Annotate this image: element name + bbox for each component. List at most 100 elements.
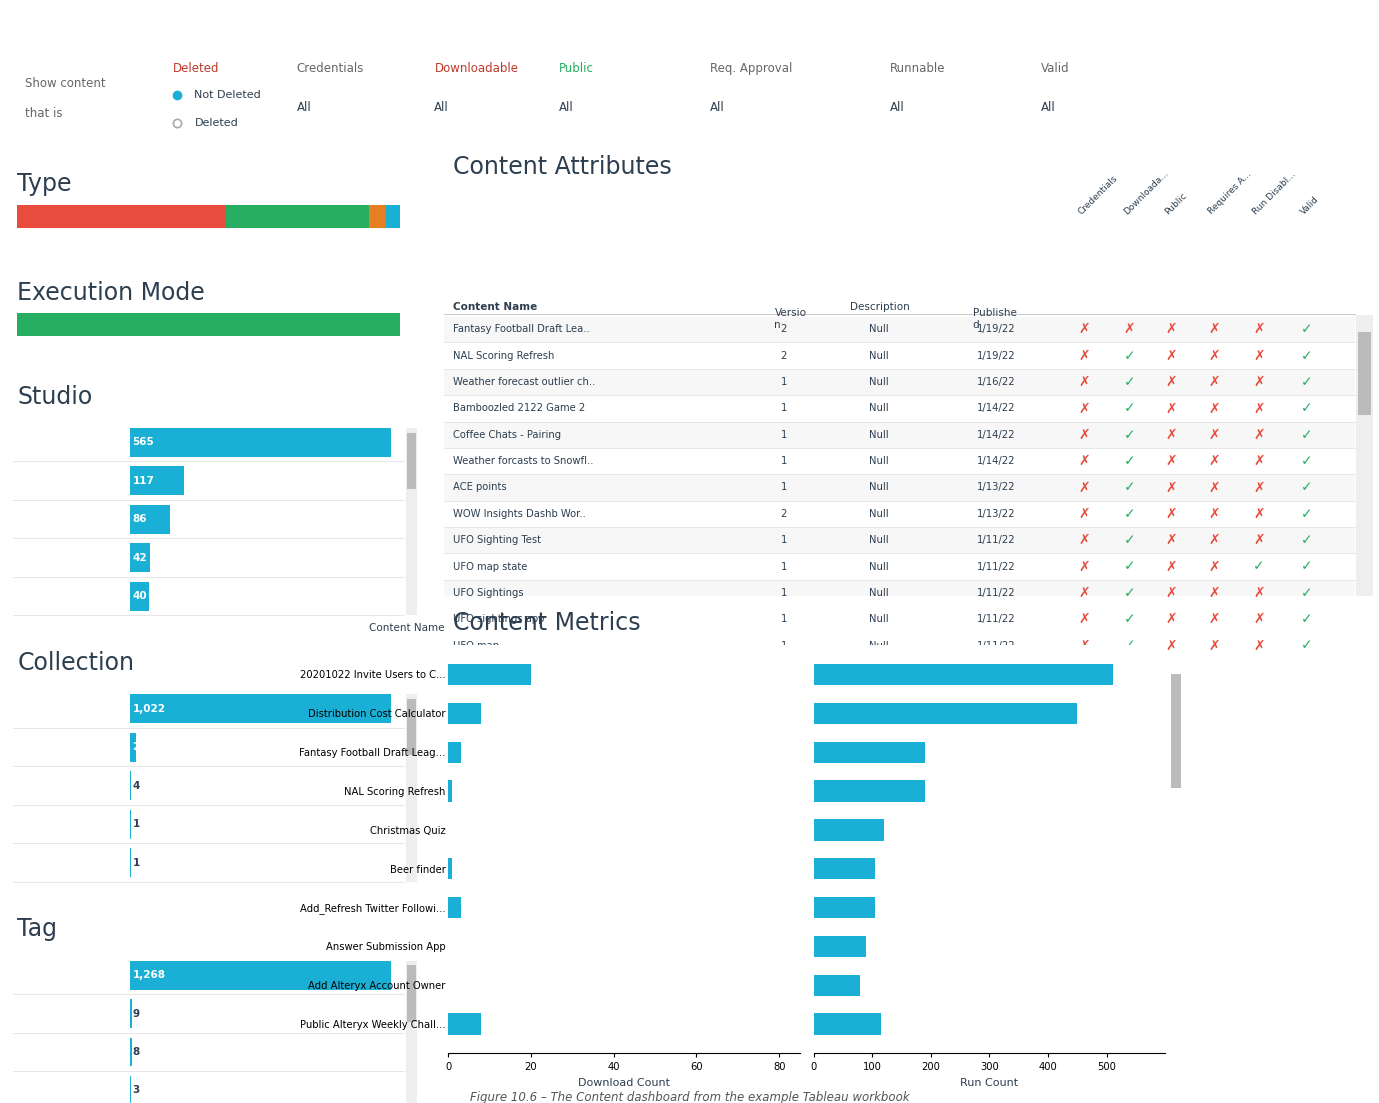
Text: Credentials: Credentials	[1077, 173, 1120, 216]
Text: ✓: ✓	[1300, 533, 1311, 547]
Bar	[407, 965, 416, 1021]
Text: 1/13/22: 1/13/22	[978, 482, 1016, 492]
Text: 24: 24	[132, 742, 148, 752]
Text: 1: 1	[781, 588, 787, 598]
Text: Bamboozled 2122 Game 2: Bamboozled 2122 Game 2	[454, 404, 586, 414]
Bar	[130, 428, 390, 457]
Text: Tag: Tag	[18, 918, 58, 941]
Bar	[814, 703, 1077, 724]
Text: 1: 1	[132, 820, 139, 829]
Text: ✗: ✗	[1209, 454, 1220, 468]
Bar	[444, 633, 1356, 658]
Bar	[444, 422, 1356, 448]
Text: Null: Null	[869, 404, 888, 414]
Text: ✓: ✓	[1300, 322, 1311, 336]
Text: 42: 42	[132, 553, 148, 563]
Text: ✗: ✗	[1209, 506, 1220, 521]
Text: Valid: Valid	[1041, 62, 1070, 75]
Text: ✗: ✗	[1254, 454, 1265, 468]
Bar	[814, 897, 876, 919]
Text: 1: 1	[781, 377, 787, 387]
Text: ✗: ✗	[1254, 375, 1265, 389]
Text: ✓: ✓	[1300, 349, 1311, 363]
Text: ✗: ✗	[1078, 586, 1089, 600]
Bar	[130, 961, 390, 989]
Bar	[448, 897, 461, 919]
Text: ✗: ✗	[1124, 322, 1135, 336]
Text: ✓: ✓	[1254, 559, 1265, 574]
Text: ACE points: ACE points	[454, 482, 507, 492]
Text: 1: 1	[781, 561, 787, 571]
Text: ✗: ✗	[1209, 612, 1220, 627]
Text: ✓: ✓	[1124, 375, 1135, 389]
Text: Studio: Studio	[18, 385, 92, 408]
Text: Content Metrics: Content Metrics	[454, 611, 641, 635]
Text: ✗: ✗	[1254, 586, 1265, 600]
Bar	[130, 732, 137, 761]
Text: ✓: ✓	[1300, 375, 1311, 389]
Text: Content Name: Content Name	[370, 623, 444, 633]
Text: ✓: ✓	[1124, 639, 1135, 653]
Text: ✗: ✗	[1209, 639, 1220, 653]
Text: ✗: ✗	[1254, 481, 1265, 494]
Text: WOW Insights Dashb Wor..: WOW Insights Dashb Wor..	[454, 508, 586, 518]
Bar	[1171, 674, 1180, 788]
Text: Null: Null	[869, 614, 888, 624]
Text: Downloada...: Downloada...	[1123, 168, 1171, 216]
Text: Null: Null	[869, 430, 888, 440]
Text: ✗: ✗	[1165, 401, 1178, 416]
Text: Versio
n: Versio n	[775, 308, 807, 330]
Text: Req. Approval: Req. Approval	[710, 62, 793, 75]
Text: ✓: ✓	[1124, 428, 1135, 441]
Text: UFO Sightings: UFO Sightings	[454, 588, 524, 598]
Bar	[448, 664, 531, 685]
Text: 1: 1	[781, 614, 787, 624]
Text: All: All	[710, 100, 725, 114]
Bar	[130, 467, 185, 495]
Text: ✓: ✓	[1300, 454, 1311, 468]
Text: 565: 565	[132, 437, 154, 447]
Text: ✗: ✗	[1209, 322, 1220, 336]
Text: ✗: ✗	[1209, 533, 1220, 547]
Text: ✓: ✓	[1300, 639, 1311, 653]
Text: Null: Null	[869, 588, 888, 598]
Bar	[407, 432, 416, 489]
Text: All: All	[1041, 100, 1056, 114]
Text: Null: Null	[869, 641, 888, 651]
Text: ✗: ✗	[1078, 375, 1089, 389]
Text: Content Attributes: Content Attributes	[454, 154, 672, 179]
Text: ✓: ✓	[1124, 401, 1135, 416]
Bar	[130, 581, 149, 611]
Text: ✓: ✓	[1124, 506, 1135, 521]
Text: Type: Type	[18, 172, 72, 196]
Bar	[407, 428, 416, 615]
Text: 1/13/22: 1/13/22	[978, 508, 1016, 518]
Text: ✗: ✗	[1165, 506, 1178, 521]
Text: ✗: ✗	[1254, 428, 1265, 441]
Bar	[407, 699, 416, 756]
Text: ✗: ✗	[1078, 349, 1089, 363]
Text: All: All	[296, 100, 312, 114]
Bar	[448, 1014, 481, 1035]
Bar	[130, 1038, 132, 1067]
Text: Weather forcasts to Snowfl..: Weather forcasts to Snowfl..	[454, 457, 594, 467]
Text: ✗: ✗	[1209, 375, 1220, 389]
Text: ✗: ✗	[1078, 612, 1089, 627]
Text: Null: Null	[869, 482, 888, 492]
Bar	[814, 780, 925, 802]
Bar	[370, 205, 386, 227]
Text: ✓: ✓	[1300, 481, 1311, 494]
Text: 1,022: 1,022	[132, 704, 165, 714]
Text: UFO Sighting Test: UFO Sighting Test	[454, 535, 542, 545]
Text: All: All	[434, 100, 450, 114]
Text: Requires A...: Requires A...	[1207, 170, 1254, 216]
Bar	[130, 694, 390, 724]
Text: ✓: ✓	[1300, 401, 1311, 416]
Text: ✗: ✗	[1078, 533, 1089, 547]
Bar	[18, 313, 400, 336]
Text: Show content: Show content	[25, 77, 105, 89]
Text: Null: Null	[869, 351, 888, 361]
Bar	[407, 694, 416, 881]
Text: Valid: Valid	[1299, 194, 1321, 216]
Text: Null: Null	[869, 561, 888, 571]
